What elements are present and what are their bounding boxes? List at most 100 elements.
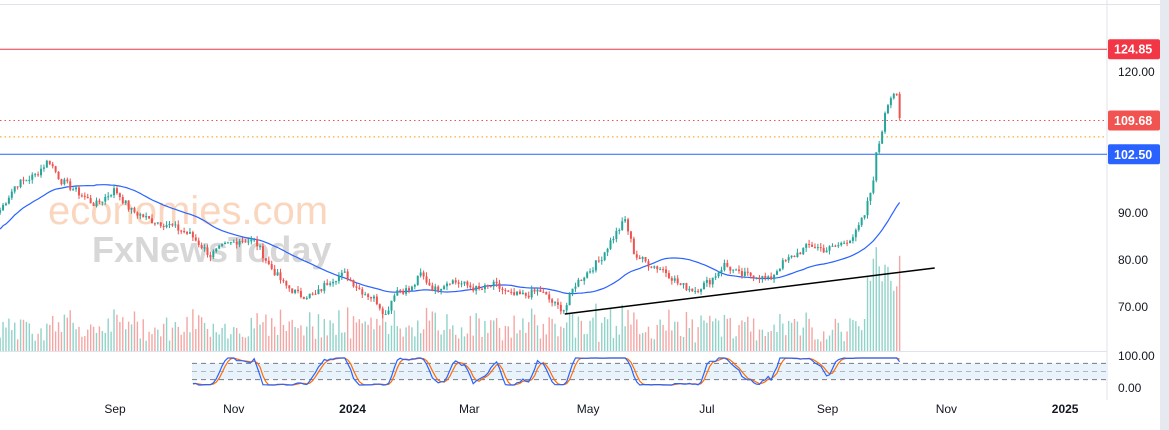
- candle-body: [667, 273, 670, 279]
- volume-bar: [533, 314, 536, 351]
- candle-body: [670, 278, 673, 281]
- volume-bar: [323, 319, 326, 351]
- candle-body: [708, 280, 711, 285]
- volume-bar: [466, 333, 469, 351]
- candle-body: [92, 203, 95, 207]
- candle-body: [451, 280, 454, 284]
- volume-bar: [186, 316, 188, 351]
- candle-body: [685, 283, 688, 291]
- candle-body: [247, 241, 250, 243]
- volume-bar: [168, 340, 171, 351]
- volume-bar: [256, 313, 258, 351]
- volume-bar: [425, 307, 428, 351]
- candle-body: [145, 216, 148, 218]
- time-axis[interactable]: Sep Nov 2024 Mar May Jul Sep Nov 2025: [104, 402, 1078, 416]
- volume-bar: [522, 318, 524, 351]
- candle-body: [536, 289, 539, 292]
- candle-body: [790, 255, 793, 258]
- volume-bar: [142, 319, 144, 351]
- volume-bar: [566, 322, 568, 351]
- candle-body: [472, 287, 475, 291]
- volume-bar: [130, 324, 133, 351]
- volume-bar: [66, 317, 68, 351]
- volume-bar: [519, 329, 521, 351]
- price-level-tag: [1108, 39, 1160, 60]
- volume-bar: [288, 321, 290, 351]
- candle-body: [521, 292, 524, 295]
- moving-average: [0, 184, 901, 295]
- volume-bar: [790, 322, 793, 351]
- candle-body: [361, 289, 364, 295]
- volume-bar: [294, 326, 296, 351]
- candle-body: [834, 245, 837, 247]
- candle-body: [551, 299, 554, 303]
- candle-body: [568, 293, 571, 306]
- volume-bar: [338, 310, 340, 351]
- volume-bar: [352, 316, 355, 351]
- volume-bar: [449, 329, 451, 351]
- volume-bar: [779, 313, 781, 351]
- candle-body: [665, 269, 668, 274]
- candle-body: [813, 246, 816, 248]
- candle-body: [518, 291, 521, 295]
- volume-bar: [265, 314, 267, 351]
- trendline[interactable]: [564, 267, 935, 315]
- volume-bar: [647, 326, 650, 351]
- volume-bar: [639, 334, 641, 351]
- volume-bar: [384, 321, 387, 351]
- candle-body: [486, 285, 489, 287]
- volume-bar: [75, 329, 77, 351]
- candle-body: [261, 246, 264, 259]
- candle-body: [86, 196, 89, 199]
- candle-body: [127, 200, 130, 210]
- volume-bar: [662, 324, 664, 351]
- candle-body: [574, 286, 577, 289]
- volume-bar: [46, 323, 48, 351]
- candle-body: [390, 300, 393, 311]
- volume-bar: [355, 322, 358, 351]
- candle-body: [778, 268, 781, 272]
- volume-bar: [752, 318, 755, 351]
- volume-bar: [831, 329, 834, 351]
- oscillator-tick-label: 0.00: [1118, 381, 1142, 395]
- oscillator-band: [192, 363, 1107, 380]
- volume-bar: [577, 316, 580, 351]
- candle-body: [732, 269, 735, 271]
- candle-body: [691, 288, 694, 292]
- candle-body: [589, 271, 592, 273]
- candle-body: [317, 289, 320, 295]
- volume-bar: [116, 314, 118, 351]
- volume-bar: [22, 319, 25, 351]
- volume-bar: [612, 338, 615, 351]
- volume-bar: [235, 328, 238, 351]
- volume-bar: [516, 333, 518, 351]
- volume-bar: [770, 330, 772, 351]
- candle-body: [372, 296, 375, 299]
- candle-body: [802, 247, 805, 255]
- price-tick-label: 80.00: [1118, 253, 1148, 267]
- volume-bar: [703, 320, 705, 351]
- volume-bar: [434, 312, 436, 351]
- volume-bar: [411, 327, 413, 351]
- candle-body: [577, 279, 580, 287]
- volume-bar: [615, 325, 618, 351]
- volume-bar: [203, 322, 206, 351]
- candle-body: [443, 286, 446, 290]
- candle-body: [559, 304, 562, 312]
- volume-bar: [601, 322, 603, 351]
- price-axis[interactable]: 120.00 90.00 80.00 70.00: [1118, 65, 1155, 314]
- volume-bars: [0, 247, 901, 351]
- volume-bar: [443, 330, 445, 351]
- volume-bar: [545, 334, 547, 351]
- volume-bar: [364, 321, 366, 351]
- candle-body: [872, 180, 875, 193]
- volume-bar: [367, 324, 369, 351]
- volume-bar: [8, 318, 10, 351]
- volume-bar: [455, 334, 457, 351]
- candle-body: [16, 186, 19, 188]
- candle-body: [612, 238, 615, 241]
- volume-bar: [28, 323, 31, 351]
- candle-body: [854, 229, 857, 238]
- candle-body: [825, 250, 828, 253]
